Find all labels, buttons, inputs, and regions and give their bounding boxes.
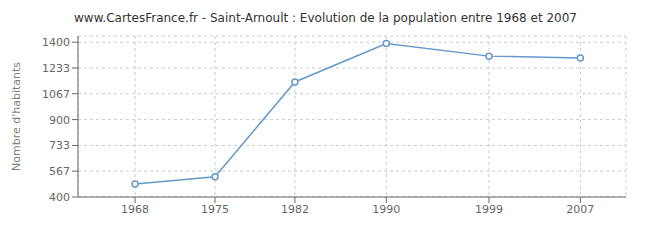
svg-text:1990: 1990 (372, 203, 400, 216)
svg-text:Nombre d'habitants: Nombre d'habitants (10, 62, 23, 171)
svg-text:567: 567 (49, 165, 70, 178)
svg-text:1400: 1400 (42, 36, 70, 49)
svg-text:1233: 1233 (42, 62, 70, 75)
svg-text:1982: 1982 (281, 203, 309, 216)
html-text:www.CartesFrance.fr - Saint-Ar: www.CartesFrance.fr - Saint-Arnoult : Ev… (74, 11, 577, 25)
svg-text:1999: 1999 (475, 203, 503, 216)
svg-text:2007: 2007 (566, 203, 594, 216)
svg-text:1968: 1968 (121, 203, 149, 216)
svg-text:1067: 1067 (42, 88, 70, 101)
svg-text:1975: 1975 (201, 203, 229, 216)
svg-text:900: 900 (49, 114, 70, 127)
svg-text:400: 400 (49, 191, 70, 204)
svg-text:733: 733 (49, 139, 70, 152)
